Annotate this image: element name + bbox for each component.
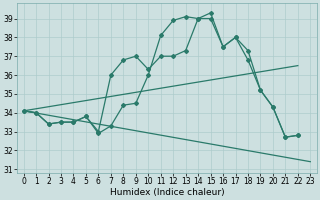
- X-axis label: Humidex (Indice chaleur): Humidex (Indice chaleur): [110, 188, 224, 197]
